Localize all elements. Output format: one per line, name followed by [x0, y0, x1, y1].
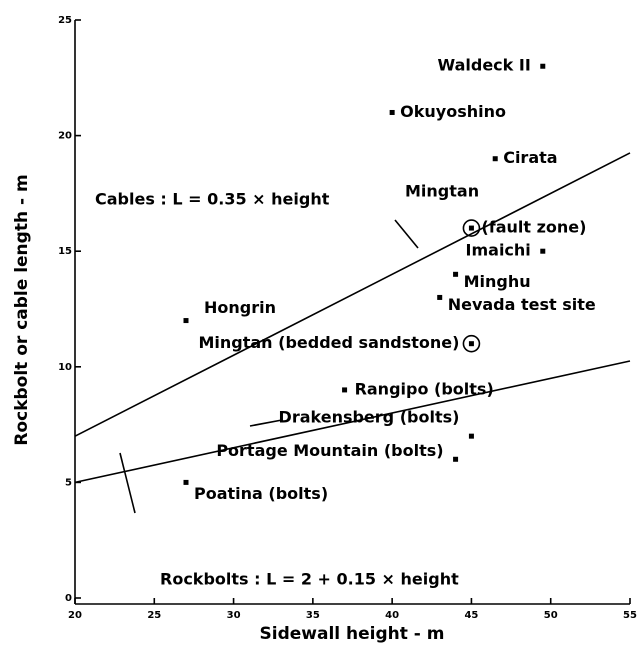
x-tick-label: 45: [464, 610, 478, 621]
y-tick-label: 5: [65, 477, 72, 488]
point-ring: [462, 219, 481, 237]
leader-line: [249, 419, 283, 427]
point-ring: [462, 334, 481, 353]
annotation: Mingtan: [405, 182, 479, 201]
point-label: Minghu: [464, 272, 531, 291]
point-label: Waldeck II: [438, 56, 531, 75]
point-label: Nevada test site: [448, 295, 596, 314]
line-label: Cables : L = 0.35 × height: [95, 190, 330, 209]
point-label: Mingtan (bedded sandstone): [198, 333, 459, 352]
x-tick-label: 35: [306, 610, 320, 621]
fit-line: [74, 360, 631, 484]
point: [183, 318, 189, 324]
y-tick-label: 15: [58, 246, 72, 257]
point-label: Drakensberg (bolts): [279, 408, 460, 427]
x-tick-label: 50: [544, 610, 558, 621]
y-tick-label: 10: [58, 362, 72, 373]
point: [492, 156, 498, 162]
point: [540, 63, 546, 69]
point: [540, 248, 546, 254]
leader-line: [119, 452, 136, 514]
point: [453, 456, 459, 462]
point: [468, 341, 474, 347]
x-tick-label: 55: [623, 610, 637, 621]
point: [468, 433, 474, 439]
point-label: Portage Mountain (bolts): [216, 441, 443, 460]
point: [468, 225, 474, 231]
x-tick-label: 40: [385, 610, 399, 621]
x-tick-label: 30: [227, 610, 241, 621]
fit-line: [74, 152, 631, 437]
point-label: (fault zone): [481, 218, 586, 237]
y-tick-label: 0: [65, 593, 72, 604]
y-axis-label: Rockbolt or cable length - m: [12, 174, 32, 445]
leader-line: [394, 219, 419, 249]
x-axis-label: Sidewall height - m: [260, 624, 445, 644]
point: [183, 479, 189, 485]
y-tick-label: 20: [58, 131, 72, 142]
line-label: Rockbolts : L = 2 + 0.15 × height: [160, 570, 459, 589]
point: [389, 109, 395, 115]
point: [453, 271, 459, 277]
point-label: Okuyoshino: [400, 102, 506, 121]
x-tick-label: 20: [68, 610, 82, 621]
point-label: Imaichi: [466, 241, 531, 260]
point-label: Cirata: [503, 148, 557, 167]
y-tick-label: 25: [58, 15, 72, 26]
point-label: Poatina (bolts): [194, 484, 328, 503]
x-tick-label: 25: [147, 610, 161, 621]
point-label: Rangipo (bolts): [355, 379, 494, 398]
point: [437, 294, 443, 300]
point: [342, 387, 348, 393]
point-label: Hongrin: [204, 298, 276, 317]
